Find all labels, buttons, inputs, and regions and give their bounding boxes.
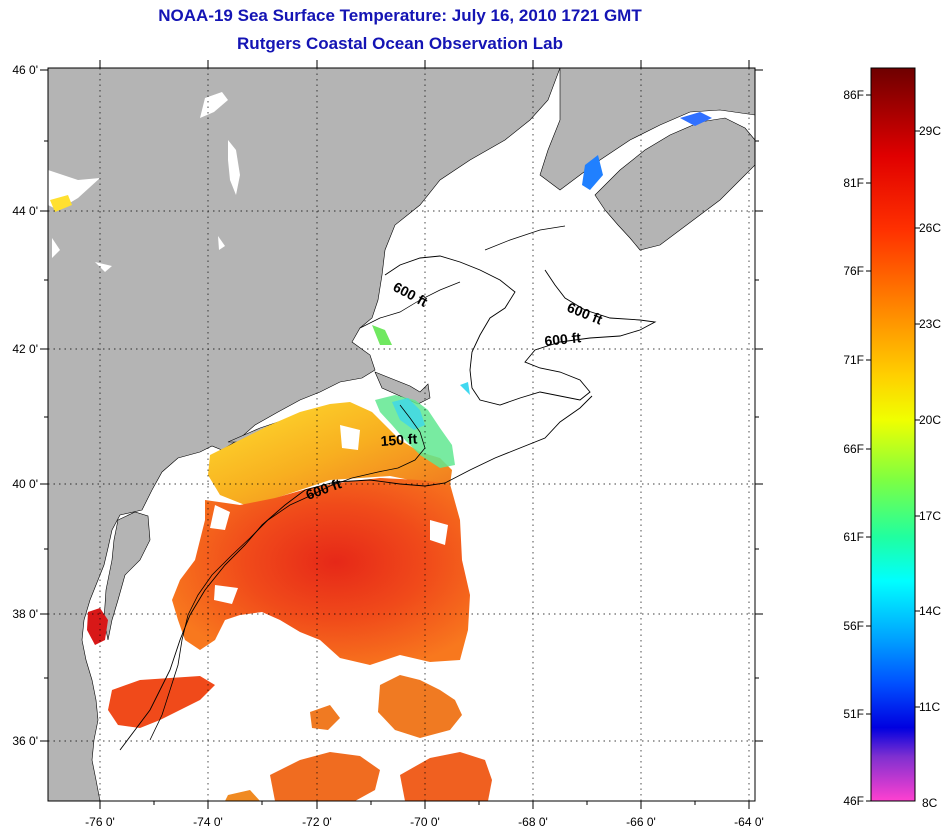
lon-label: -70 0'	[410, 815, 440, 829]
colorbar-c-label: 8C	[922, 796, 938, 810]
lat-label: 40 0'	[12, 477, 38, 491]
sst-patch-south-5	[225, 790, 260, 801]
sst-patch-small	[460, 382, 470, 395]
contour-600ft-shelf	[119, 395, 593, 751]
contour-label: 150 ft	[380, 430, 418, 449]
sst-patch-south-2	[270, 752, 380, 801]
sst-patch-south-4	[310, 705, 340, 730]
colorbar-f-label: 71F	[843, 353, 864, 367]
colorbar-ticks	[866, 94, 920, 802]
contour-150ft	[149, 404, 426, 741]
cloud-gap	[340, 425, 360, 450]
lake	[228, 140, 240, 195]
colorbar-f-label: 61F	[843, 530, 864, 544]
contour-label: 600 ft	[544, 329, 582, 349]
sst-patch-gulf-maine	[372, 325, 392, 345]
lat-label: 44 0'	[12, 204, 38, 218]
colorbar-c-label: 14C	[919, 604, 941, 618]
colorbar-f-label: 66F	[843, 442, 864, 456]
map-subtitle: Rutgers Coastal Ocean Observation Lab	[237, 34, 563, 53]
colorbar-c-label: 20C	[919, 413, 941, 427]
lon-label: -68 0'	[518, 815, 548, 829]
land-cape-cod	[374, 371, 431, 405]
sst-patch-cold-ns	[680, 112, 712, 126]
cloud-gap	[214, 585, 238, 604]
colorbar-f-label: 46F	[843, 794, 864, 808]
sst-patch-cold-bay	[582, 155, 603, 190]
colorbar-f-label: 56F	[843, 619, 864, 633]
lon-label: -76 0'	[85, 815, 115, 829]
sst-patch-chesapeake	[87, 608, 108, 645]
lon-label: -66 0'	[626, 815, 656, 829]
lake	[200, 92, 228, 118]
colorbar	[870, 67, 916, 802]
lake	[218, 236, 225, 250]
lake	[52, 238, 60, 258]
colorbar-f-label: 51F	[843, 707, 864, 721]
colorbar-c-label: 26C	[919, 221, 941, 235]
cloud-gap	[210, 505, 230, 530]
sst-patch-cold	[392, 398, 425, 430]
sst-patch-main	[172, 478, 470, 665]
cloud-gap	[430, 520, 448, 545]
contour-600ft-gulf-maine	[384, 255, 657, 406]
land-delmarva	[103, 511, 151, 641]
lon-label: -74 0'	[193, 815, 223, 829]
sst-patch-lake-warm	[50, 195, 72, 212]
lat-label: 36 0'	[12, 734, 38, 748]
grid-lines	[48, 68, 755, 801]
lake	[95, 262, 112, 272]
sst-patch-southwest	[108, 676, 215, 728]
axis-ticks	[40, 60, 763, 809]
sst-patch-south-1	[378, 675, 462, 738]
sst-patch-north	[208, 402, 452, 505]
lon-label: -72 0'	[302, 815, 332, 829]
map-border	[47, 67, 756, 802]
colorbar-c-label: 23C	[919, 317, 941, 331]
map-title: NOAA-19 Sea Surface Temperature: July 16…	[158, 6, 642, 25]
lon-label: -64 0'	[734, 815, 764, 829]
lat-label: 46 0'	[12, 63, 38, 77]
land-nova-scotia	[594, 117, 755, 251]
colorbar-f-label: 81F	[843, 176, 864, 190]
sst-patch-south-3	[400, 752, 492, 801]
colorbar-f-label: 76F	[843, 264, 864, 278]
lat-label: 38 0'	[12, 607, 38, 621]
colorbar-c-label: 17C	[919, 509, 941, 523]
sst-patch-cool	[375, 395, 455, 468]
coastline-detail	[359, 225, 566, 329]
colorbar-c-label: 29C	[919, 124, 941, 138]
lat-label: 42 0'	[12, 342, 38, 356]
colorbar-c-label: 11C	[919, 700, 940, 714]
colorbar-f-label: 86F	[843, 88, 864, 102]
